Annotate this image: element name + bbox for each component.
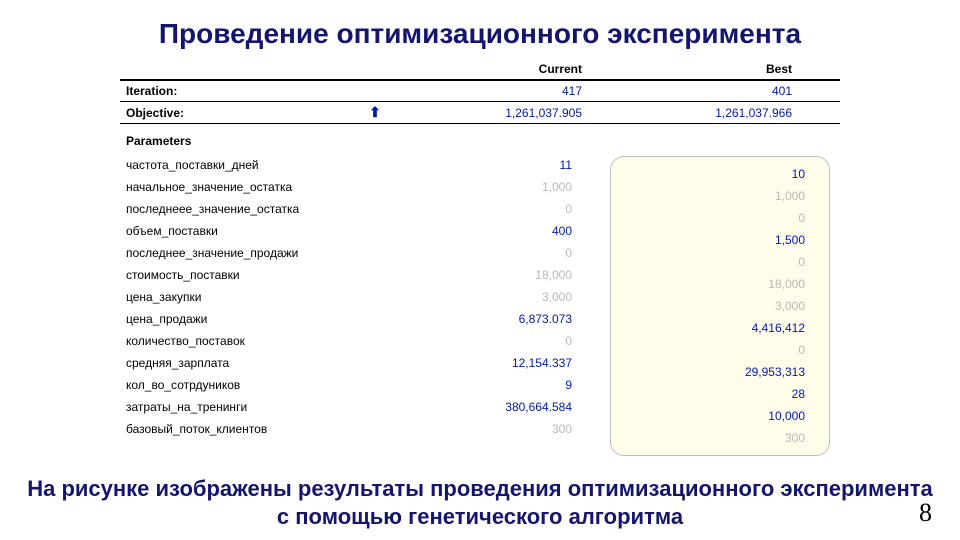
parameter-best-value: 28 (611, 383, 829, 405)
parameter-best-value: 4,416,412 (611, 317, 829, 339)
parameter-row: последнее_значение_продажи0 (120, 242, 600, 264)
parameter-current-value: 11 (380, 158, 590, 172)
parameter-name: последнее_значение_продажи (120, 246, 380, 260)
iteration-current: 417 (390, 84, 600, 98)
parameter-current-value: 380,664.584 (380, 400, 590, 414)
objective-best: 1,261,037.966 (600, 106, 810, 120)
objective-label: Objective: (120, 106, 360, 120)
parameter-row: цена_закупки3,000 (120, 286, 600, 308)
arrow-up-icon: ⬆ (360, 104, 390, 121)
parameter-name: цена_закупки (120, 290, 380, 304)
parameter-best-value: 1,000 (611, 185, 829, 207)
parameter-current-value: 0 (380, 202, 590, 216)
parameter-current-value: 400 (380, 224, 590, 238)
parameter-row: объем_поставки400 (120, 220, 600, 242)
parameter-row: стоимость_поставки18,000 (120, 264, 600, 286)
parameter-current-value: 6,873.073 (380, 312, 590, 326)
parameter-best-value: 29,953,313 (611, 361, 829, 383)
parameter-current-value: 0 (380, 334, 590, 348)
column-best-header: Best (600, 62, 810, 76)
parameter-name: базовый_поток_клиентов (120, 422, 380, 436)
parameter-best-value: 18,000 (611, 273, 829, 295)
page-number: 8 (919, 498, 932, 528)
best-values-box: 101,00001,500018,0003,0004,416,412029,95… (610, 156, 830, 456)
slide-caption: На рисунке изображены результаты проведе… (0, 475, 960, 530)
parameter-name: кол_во_сотрдуников (120, 378, 380, 392)
slide-title: Проведение оптимизационного эксперимента (0, 0, 960, 58)
objective-current: 1,261,037.905 (390, 106, 600, 120)
parameter-row: цена_продажи6,873.073 (120, 308, 600, 330)
parameter-row: начальное_значение_остатка1,000 (120, 176, 600, 198)
parameter-row: средняя_зарплата12,154.337 (120, 352, 600, 374)
parameters-left-column: частота_поставки_дней11начальное_значени… (120, 154, 600, 458)
results-panel: Current Best Iteration: 417 401 Objectiv… (120, 58, 840, 458)
parameter-name: стоимость_поставки (120, 268, 380, 282)
parameter-name: затраты_на_тренинги (120, 400, 380, 414)
parameter-best-value: 0 (611, 339, 829, 361)
parameter-row: затраты_на_тренинги380,664.584 (120, 396, 600, 418)
parameter-current-value: 12,154.337 (380, 356, 590, 370)
parameter-name: объем_поставки (120, 224, 380, 238)
parameter-current-value: 0 (380, 246, 590, 260)
parameter-row: частота_поставки_дней11 (120, 154, 600, 176)
parameter-best-value: 3,000 (611, 295, 829, 317)
parameter-best-value: 10,000 (611, 405, 829, 427)
column-current-header: Current (390, 62, 600, 76)
parameter-current-value: 1,000 (380, 180, 590, 194)
parameter-current-value: 3,000 (380, 290, 590, 304)
parameter-row: последнеее_значение_остатка0 (120, 198, 600, 220)
parameters-header: Parameters (120, 124, 840, 154)
parameter-best-value: 1,500 (611, 229, 829, 251)
parameter-best-value: 10 (611, 163, 829, 185)
parameter-best-value: 0 (611, 251, 829, 273)
parameter-name: начальное_значение_остатка (120, 180, 380, 194)
parameter-best-value: 300 (611, 427, 829, 449)
parameter-name: количество_поставок (120, 334, 380, 348)
column-header-row: Current Best (120, 58, 840, 80)
parameter-name: цена_продажи (120, 312, 380, 326)
parameter-current-value: 300 (380, 422, 590, 436)
parameter-current-value: 18,000 (380, 268, 590, 282)
parameters-area: частота_поставки_дней11начальное_значени… (120, 154, 840, 458)
iteration-best: 401 (600, 84, 810, 98)
parameter-name: средняя_зарплата (120, 356, 380, 370)
parameter-row: кол_во_сотрдуников9 (120, 374, 600, 396)
parameter-row: базовый_поток_клиентов300 (120, 418, 600, 440)
objective-row: Objective: ⬆ 1,261,037.905 1,261,037.966 (120, 102, 840, 124)
parameter-current-value: 9 (380, 378, 590, 392)
iteration-row: Iteration: 417 401 (120, 80, 840, 102)
parameter-name: последнеее_значение_остатка (120, 202, 380, 216)
parameters-best-column: 101,00001,500018,0003,0004,416,412029,95… (600, 154, 840, 458)
parameter-row: количество_поставок0 (120, 330, 600, 352)
iteration-label: Iteration: (120, 84, 360, 98)
parameter-best-value: 0 (611, 207, 829, 229)
parameter-name: частота_поставки_дней (120, 158, 380, 172)
